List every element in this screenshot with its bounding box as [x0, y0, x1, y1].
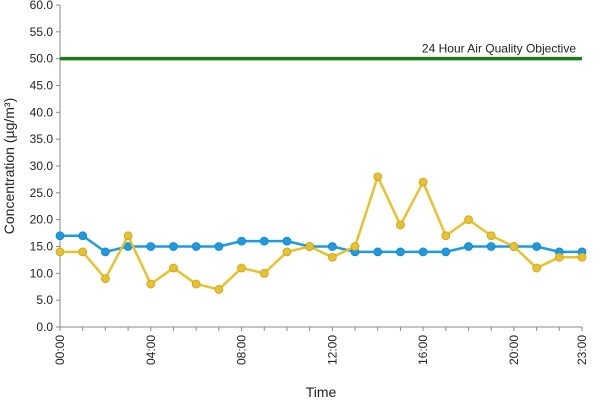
data-point — [532, 263, 542, 273]
data-point — [464, 215, 473, 225]
series-layer — [55, 172, 587, 294]
data-point — [55, 231, 65, 241]
data-point — [464, 242, 473, 251]
x-tick-label: 00:00 — [53, 335, 67, 365]
data-point — [305, 242, 315, 251]
data-point — [373, 172, 383, 182]
x-axis-title: Time — [306, 384, 337, 400]
y-tick-label: 50.0 — [30, 52, 54, 66]
x-tick-label: 20:00 — [507, 335, 521, 365]
y-tick-label: 0.0 — [36, 320, 53, 334]
series-1 — [55, 172, 587, 294]
data-point — [100, 274, 110, 284]
data-point — [169, 242, 178, 251]
y-tick-label: 5.0 — [36, 293, 53, 307]
data-point — [418, 247, 428, 257]
x-tick-label: 04:00 — [144, 335, 158, 365]
air-quality-objective-label: 24 Hour Air Quality Objective — [422, 42, 576, 56]
x-tick-label: 08:00 — [235, 335, 249, 365]
data-point — [327, 242, 337, 251]
data-point — [577, 252, 587, 262]
data-point — [509, 242, 519, 251]
data-point — [55, 247, 65, 257]
data-point — [169, 263, 178, 273]
data-point — [418, 177, 428, 187]
data-point — [554, 252, 564, 262]
y-tick-label: 25.0 — [30, 186, 54, 200]
y-tick-label: 20.0 — [30, 213, 54, 227]
data-point — [146, 242, 156, 251]
y-tick-label: 60.0 — [30, 0, 54, 12]
data-point — [486, 242, 496, 251]
x-tick-label: 12:00 — [325, 335, 339, 365]
data-point — [214, 285, 224, 294]
data-point — [396, 247, 405, 257]
data-point — [191, 242, 201, 251]
reference-line-group: 24 Hour Air Quality Objective — [60, 42, 582, 61]
data-point — [282, 236, 292, 246]
y-tick-label: 35.0 — [30, 132, 54, 146]
y-tick-label: 45.0 — [30, 79, 54, 93]
data-point — [78, 231, 88, 241]
x-tick-label: 23:00 — [575, 335, 589, 365]
data-point — [441, 247, 451, 257]
data-point — [282, 247, 292, 257]
data-point — [78, 247, 88, 257]
series-line — [60, 175, 582, 291]
data-point — [327, 252, 337, 262]
data-point — [123, 231, 133, 241]
data-point — [441, 231, 451, 241]
y-tick-label: 10.0 — [30, 266, 54, 280]
x-tick-label: 16:00 — [416, 335, 430, 365]
y-axis-title: Concentration (µg/m³) — [1, 98, 17, 234]
y-tick-label: 55.0 — [30, 25, 54, 39]
data-point — [191, 279, 201, 289]
y-tick-label: 15.0 — [30, 240, 54, 254]
data-point — [259, 268, 269, 278]
data-point — [259, 236, 269, 246]
y-axis-ticks: 0.0 5.0 10.0 15.0 20.0 25.0 30.0 35.0 40.0 45.0 50… — [30, 0, 60, 334]
y-tick-label: 30.0 — [30, 159, 54, 173]
y-tick-label: 40.0 — [30, 105, 54, 119]
data-point — [237, 236, 246, 246]
data-point — [146, 279, 156, 289]
series-line — [60, 234, 582, 254]
data-point — [237, 263, 246, 273]
data-point — [100, 247, 110, 257]
data-point — [373, 247, 383, 257]
data-point — [214, 242, 224, 251]
data-point — [396, 220, 405, 230]
x-axis-ticks: 00:00 04:00 08:00 12:00 16:00 20:00 23:00 — [53, 327, 589, 365]
data-point — [532, 242, 542, 251]
data-point — [350, 242, 360, 251]
data-point — [486, 231, 496, 241]
